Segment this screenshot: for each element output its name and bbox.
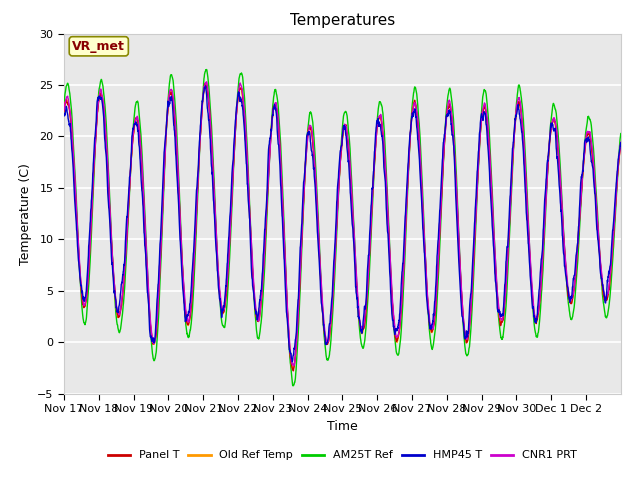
Legend: Panel T, Old Ref Temp, AM25T Ref, HMP45 T, CNR1 PRT: Panel T, Old Ref Temp, AM25T Ref, HMP45 … — [104, 446, 581, 465]
Y-axis label: Temperature (C): Temperature (C) — [19, 163, 31, 264]
Text: VR_met: VR_met — [72, 40, 125, 53]
X-axis label: Time: Time — [327, 420, 358, 432]
Title: Temperatures: Temperatures — [290, 13, 395, 28]
